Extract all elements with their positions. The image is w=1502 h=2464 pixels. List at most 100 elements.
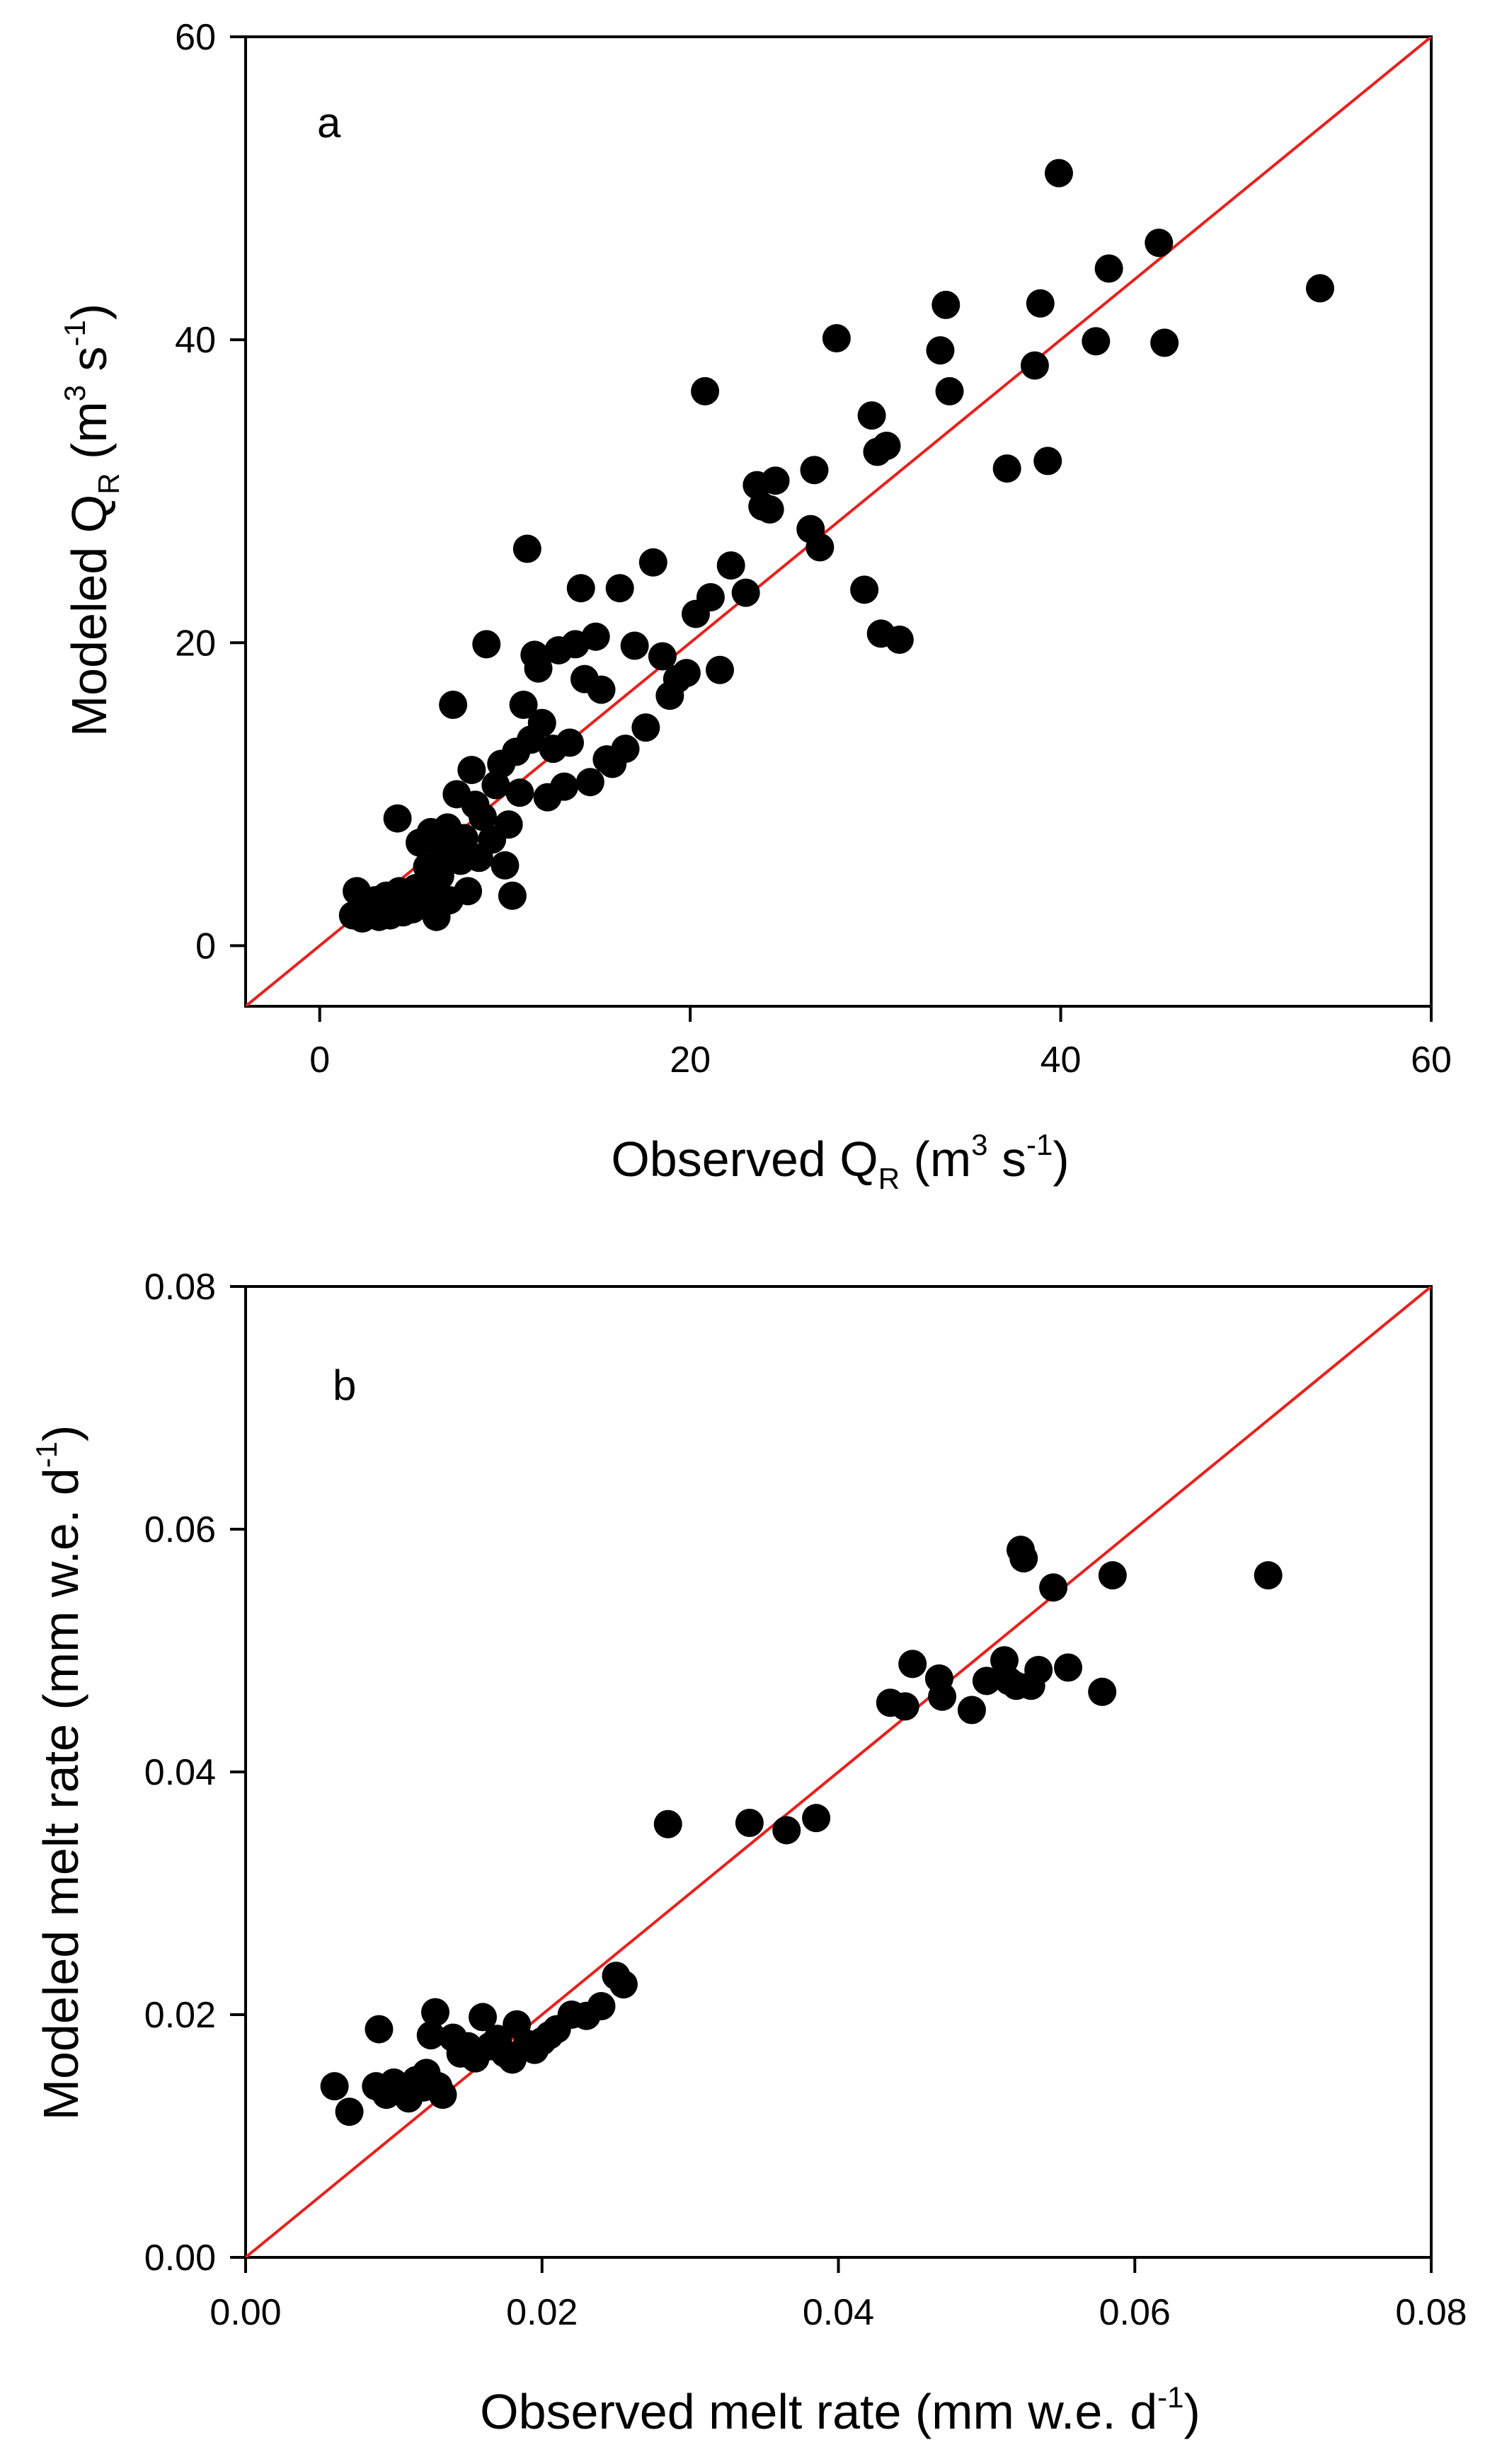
panel-a-data-point xyxy=(587,675,616,704)
panel-b-data-point xyxy=(1088,1677,1117,1706)
panel-a-data-point xyxy=(1150,328,1179,357)
panel-a-label: a xyxy=(317,99,341,146)
panel-a-data-point xyxy=(857,401,886,430)
panel-a-data-point xyxy=(696,583,725,612)
panel-a-data-point xyxy=(850,575,879,604)
panel-a-data-point xyxy=(755,495,784,524)
panel-a-scatter-plot: 0 20 40 60 0 20 40 60 a Observed QR (m3 s-1) Mo… xyxy=(58,17,1452,1195)
panel-a-data-point xyxy=(931,290,961,319)
panel-a-data-point xyxy=(481,771,510,800)
panel-a-data-point xyxy=(605,574,634,603)
panel-a-data-point xyxy=(1082,327,1111,356)
panel-b-data-point xyxy=(772,1816,801,1845)
panel-a-data-point xyxy=(691,376,720,405)
panel-a-data-point xyxy=(806,533,835,562)
panel-a-x-tick-label: 20 xyxy=(670,1040,711,1081)
panel-b-data-point xyxy=(320,2072,349,2101)
panel-b-x-tick-label: 0.08 xyxy=(1395,2292,1467,2333)
panel-b-x-axis-label: Observed melt rate (mm w.e. d-1) xyxy=(480,2380,1200,2439)
panel-b-y-tick-label: 0.04 xyxy=(144,1752,216,1793)
panel-b-data-point xyxy=(1024,1655,1053,1684)
panel-b-data-point xyxy=(416,2021,445,2050)
panel-a-data-point xyxy=(822,323,851,352)
panel-a-data-point xyxy=(556,728,585,757)
panel-a-x-tick-label: 0 xyxy=(309,1040,330,1081)
panel-b-x-tick-label: 0.06 xyxy=(1099,2292,1171,2333)
panel-a-y-tick-label: 40 xyxy=(175,320,216,361)
panel-a-data-point xyxy=(885,625,914,654)
panel-a-y-axis-label: Modeled QR (m3 s-1) xyxy=(58,304,125,737)
panel-b-x-tick-label: 0.00 xyxy=(210,2292,281,2333)
panel-a-data-point xyxy=(509,691,538,720)
panel-a-data-point xyxy=(926,336,955,365)
panel-a-data-point xyxy=(872,431,901,460)
panel-a-data-point xyxy=(716,551,745,580)
panel-b-x-tick-label: 0.04 xyxy=(803,2292,874,2333)
panel-b-data-point xyxy=(587,1991,616,2020)
panel-a-data-point xyxy=(581,622,610,651)
panel-a-data-point xyxy=(631,713,660,742)
panel-a-y-tick-label: 60 xyxy=(175,17,216,58)
panel-b-data-point xyxy=(653,1809,682,1838)
panel-a-data-point xyxy=(498,881,527,910)
panel-a-data-point xyxy=(1020,351,1049,380)
panel-a-data-point xyxy=(575,768,604,797)
panel-a-x-axis-label: Observed QR (m3 s-1) xyxy=(611,1128,1069,1195)
panel-a-data-point xyxy=(425,861,454,890)
panel-a-data-point xyxy=(935,376,964,405)
panel-a-data-point xyxy=(620,631,649,660)
panel-a-x-tick-label: 40 xyxy=(1040,1040,1082,1081)
panel-b-data-point xyxy=(469,2003,497,2032)
panel-a-data-point xyxy=(1026,289,1055,318)
panel-b-data-point xyxy=(1098,1561,1127,1590)
panel-b-data-point xyxy=(898,1650,927,1679)
panel-a-data-point xyxy=(491,851,520,880)
panel-b-y-tick-label: 0.00 xyxy=(144,2238,216,2279)
panel-b-data-point xyxy=(1254,1561,1283,1590)
panel-b-y-tick-label: 0.02 xyxy=(144,1995,216,2036)
panel-b-data-point xyxy=(1009,1544,1038,1573)
panel-a-data-point xyxy=(992,454,1021,483)
panel-b-data-point xyxy=(890,1692,919,1721)
panel-a-data-point xyxy=(524,654,553,683)
panel-b-ticks: 0.00 0.02 0.04 0.06 0.08 0.00 0.02 0.04 0.06 0.08 xyxy=(144,1267,1467,2333)
panel-a-data-point xyxy=(527,708,556,737)
panel-a-data-point xyxy=(383,804,412,833)
panel-a-data-point xyxy=(648,642,677,671)
panel-a-data-point xyxy=(1305,274,1334,303)
panel-a-data-point xyxy=(1033,447,1062,476)
panel-a-y-tick-label: 0 xyxy=(195,926,216,967)
panel-b-data-point xyxy=(735,1809,764,1838)
panel-a-data-point xyxy=(1094,254,1123,283)
panel-a-data-point xyxy=(454,877,483,906)
panel-a-data-point xyxy=(505,778,534,807)
panel-b-y-tick-label: 0.06 xyxy=(144,1509,216,1550)
panel-a-x-tick-label: 60 xyxy=(1411,1040,1452,1081)
panel-a-ticks: 0 20 40 60 0 20 40 60 xyxy=(175,17,1452,1081)
panel-a-data-point xyxy=(638,548,667,577)
panel-b-data-point xyxy=(957,1696,986,1725)
panel-a-data-point xyxy=(672,659,701,688)
panel-a-data-point xyxy=(1145,229,1174,258)
panel-a-plot-frame xyxy=(244,35,1433,1008)
panel-a-data-point xyxy=(800,456,829,485)
panel-a-data-point xyxy=(469,802,497,831)
panel-b-one-to-one-line xyxy=(246,1286,1431,2257)
panel-a-data-point xyxy=(494,810,523,839)
panel-b-label: b xyxy=(333,1361,356,1409)
panel-b-y-axis-label: Modeled melt rate (mm w.e. d-1) xyxy=(30,1425,88,2121)
panel-a-data-point xyxy=(1044,159,1073,188)
panel-a-data-point xyxy=(731,578,760,607)
panel-a-data-point xyxy=(449,824,478,853)
panel-b-data-point xyxy=(335,2097,364,2126)
panel-a-data-point xyxy=(472,630,501,659)
panel-b-x-tick-label: 0.02 xyxy=(506,2292,578,2333)
panel-a-data-point xyxy=(761,466,790,495)
panel-a-points xyxy=(338,159,1334,933)
panel-b-data-point xyxy=(365,2015,394,2044)
panel-b-data-point xyxy=(421,1998,449,2027)
panel-b-data-point xyxy=(609,1970,638,1999)
panel-a-y-tick-label: 20 xyxy=(175,623,216,664)
panel-b-data-point xyxy=(802,1804,831,1833)
